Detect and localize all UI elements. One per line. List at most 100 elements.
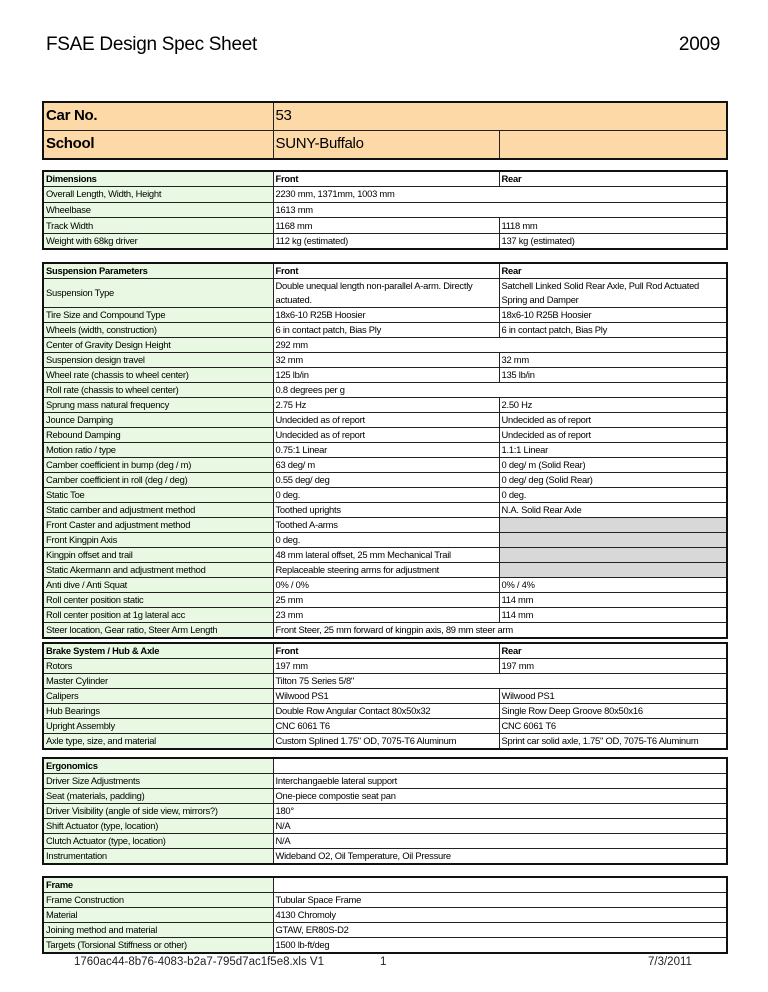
table-row: Wheel rate (chassis to wheel center) 125 … [42, 367, 728, 383]
front-value: 125 lb/in [272, 367, 500, 383]
table-row: Rotors 197 mm 197 mm [42, 658, 728, 674]
rear-value: Satchell Linked Solid Rear Axle, Pull Ro… [498, 278, 728, 308]
front-value: 48 mm lateral offset, 25 mm Mechanical T… [272, 547, 500, 563]
ergonomics-table: Ergonomics Driver Size Adjustments Interch… [42, 757, 728, 865]
spec-label: Material [42, 907, 274, 923]
table-row: Frame Construction Tubular Space Frame [42, 892, 728, 908]
table-row: Driver Size Adjustments Interchangaeble l… [42, 773, 728, 789]
table-row: Upright Assembly CNC 6061 T6 CNC 6061 T6 [42, 718, 728, 734]
spec-label: Shift Actuator (type, location) [42, 818, 274, 834]
rear-value: 0 deg/ m (Solid Rear) [498, 457, 728, 473]
table-row: Clutch Actuator (type, location) N/A [42, 833, 728, 849]
spec-label: Joining method and material [42, 922, 274, 938]
front-value: Double unequal length non-parallel A-arm… [272, 278, 500, 308]
front-value: 23 mm [272, 607, 500, 623]
table-row: Seat (materials, padding) One-piece compo… [42, 788, 728, 804]
rear-value: 1.1:1 Linear [498, 442, 728, 458]
front-value: Wilwood PS1 [272, 688, 500, 704]
rear-value: Undecided as of report [498, 412, 728, 428]
spec-label: Static Toe [42, 487, 274, 503]
front-value: Toothed A-arms [272, 517, 500, 533]
front-value: 0 deg. [272, 487, 500, 503]
brakes-table: Brake System / Hub & Axle Front Rear Rotors… [42, 642, 728, 750]
table-row: Driver Visibility (angle of side view, m… [42, 803, 728, 819]
rear-value: 6 in contact patch, Bias Ply [498, 322, 728, 338]
rear-value: 1118 mm [498, 217, 728, 234]
section-title: Suspension Parameters [42, 262, 274, 279]
spec-label: Axle type, size, and material [42, 733, 274, 750]
table-row: Joining method and material GTAW, ER80S-D… [42, 922, 728, 938]
footer-filename: 1760ac44-8b76-4083-b2a7-795d7ac1f5e8.xls… [74, 956, 325, 968]
section-title: Frame [42, 876, 274, 893]
rear-value: 0% / 4% [498, 577, 728, 593]
spec-label: Clutch Actuator (type, location) [42, 833, 274, 849]
front-value: GTAW, ER80S-D2 [272, 922, 728, 938]
table-row: Track Width 1168 mm 1118 mm [42, 217, 728, 234]
front-value: 0.8 degrees per g [272, 382, 728, 398]
front-value: SUNY-Buffalo [272, 129, 500, 160]
table-row: Axle type, size, and material Custom Spli… [42, 733, 728, 750]
spec-label: Wheelbase [42, 201, 274, 219]
table-row: Master Cylinder Tilton 75 Series 5/8" [42, 673, 728, 689]
table-row: Suspension Type Double unequal length non… [42, 278, 728, 308]
table-row: Shift Actuator (type, location) N/A [42, 818, 728, 834]
front-value: 6 in contact patch, Bias Ply [272, 322, 500, 338]
table-row: Suspension design travel 32 mm 32 mm [42, 352, 728, 368]
spec-label: Roll center position static [42, 592, 274, 608]
spec-label: Calipers [42, 688, 274, 704]
section-title: Brake System / Hub & Axle [42, 642, 274, 659]
front-value: 2.75 Hz [272, 397, 500, 413]
section-header-row: Brake System / Hub & Axle Front Rear [42, 642, 728, 659]
table-row: Weight with 68kg driver 112 kg (estimated… [42, 232, 728, 250]
spec-label: Suspension design travel [42, 352, 274, 368]
table-row: Center of Gravity Design Height 292 mm [42, 337, 728, 353]
spec-label: Kingpin offset and trail [42, 547, 274, 563]
frame-table: Frame Frame Construction Tubular Space Fra… [42, 876, 728, 954]
front-value: 0% / 0% [272, 577, 500, 593]
table-row: Instrumentation Wideband O2, Oil Temperat… [42, 848, 728, 865]
spec-label: Anti dive / Anti Squat [42, 577, 274, 593]
front-value: 180° [272, 803, 728, 819]
table-row: Wheelbase 1613 mm [42, 201, 728, 219]
rear-value: Undecided as of report [498, 427, 728, 443]
rear-value: 114 mm [498, 592, 728, 608]
front-value [272, 757, 728, 774]
section-header-row: Dimensions Front Rear [42, 170, 728, 188]
rear-value: 197 mm [498, 658, 728, 674]
rear-value: 114 mm [498, 607, 728, 623]
front-value: Front [272, 262, 500, 279]
front-value: Front [272, 642, 500, 659]
table-row: Static Toe 0 deg. 0 deg. [42, 487, 728, 503]
spec-label: Steer location, Gear ratio, Steer Arm Le… [42, 622, 274, 639]
footer-page-number: 1 [380, 956, 387, 968]
rear-value [498, 547, 728, 563]
front-value: 0.55 deg/ deg [272, 472, 500, 488]
front-value: N/A [272, 833, 728, 849]
suspension-table: Suspension Parameters Front Rear Suspension… [42, 262, 728, 639]
rear-value: Rear [498, 262, 728, 279]
rear-value [498, 129, 728, 160]
front-value: Undecided as of report [272, 427, 500, 443]
table-row: Static Akermann and adjustment method Rep… [42, 562, 728, 578]
rear-value: 2.50 Hz [498, 397, 728, 413]
spec-label: Car No. [42, 101, 274, 131]
front-value: One-piece compostie seat pan [272, 788, 728, 804]
rear-value: N.A. Solid Rear Axle [498, 502, 728, 518]
table-row: Hub Bearings Double Row Angular Contact 8… [42, 703, 728, 719]
table-row: Static camber and adjustment method Tooth… [42, 502, 728, 518]
front-value: Double Row Angular Contact 80x50x32 [272, 703, 500, 719]
spec-label: Static camber and adjustment method [42, 502, 274, 518]
spec-label: Instrumentation [42, 848, 274, 865]
spec-label: Camber coefficient in roll (deg / deg) [42, 472, 274, 488]
front-value: Interchangaeble lateral support [272, 773, 728, 789]
front-value: 25 mm [272, 592, 500, 608]
section-header-row: Ergonomics [42, 757, 728, 774]
rear-value: 32 mm [498, 352, 728, 368]
front-value: Tilton 75 Series 5/8" [272, 673, 728, 689]
rear-value: Single Row Deep Groove 80x50x16 [498, 703, 728, 719]
table-row: Wheels (width, construction) 6 in contact… [42, 322, 728, 338]
front-value: Replaceable steering arms for adjustment [272, 562, 500, 578]
spec-label: Rebound Damping [42, 427, 274, 443]
spec-label: Camber coefficient in bump (deg / m) [42, 457, 274, 473]
